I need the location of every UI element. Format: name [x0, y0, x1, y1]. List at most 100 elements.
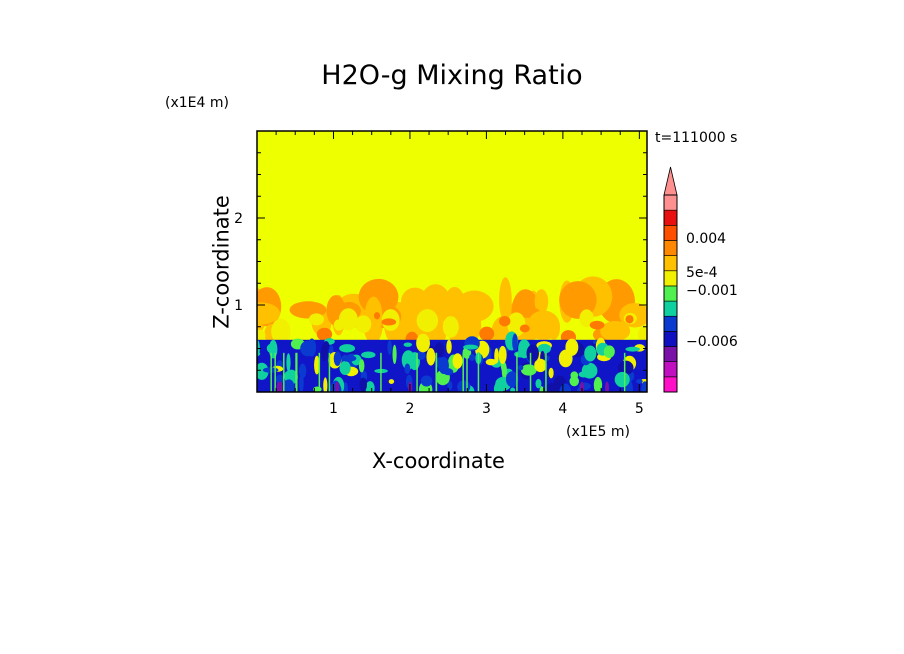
- eddy: [283, 379, 295, 392]
- plume-gap: [338, 308, 358, 331]
- colorbar-segment: [663, 376, 678, 393]
- eddy: [333, 351, 342, 367]
- eddy: [340, 355, 357, 362]
- eddy: [537, 343, 551, 354]
- eddy: [416, 333, 430, 353]
- colorbar-segment: [663, 194, 678, 211]
- axis-ticks: 1 2 3 4 5 1 2: [234, 131, 647, 417]
- dry-core: [580, 381, 585, 392]
- plume: [499, 277, 512, 323]
- eddy: [593, 376, 603, 392]
- eddy: [286, 353, 291, 372]
- plume-core: [316, 327, 333, 341]
- colorbar: 0.004 5e-4 −0.001 −0.006: [663, 166, 738, 393]
- eddy: [614, 371, 630, 388]
- updraft-streak: [466, 352, 468, 392]
- plume-core: [519, 324, 530, 333]
- x-axis-label: X-coordinate: [372, 449, 505, 473]
- updraft-streak: [545, 352, 547, 392]
- eddy: [517, 364, 524, 371]
- colorbar-label: −0.001: [686, 283, 738, 299]
- colorbar-segment: [663, 209, 678, 226]
- colorbar-segment: [663, 315, 678, 332]
- eddy: [505, 371, 519, 388]
- plume: [527, 310, 560, 340]
- colorbar-segment: [663, 255, 678, 272]
- y-tick-label: 2: [234, 211, 243, 227]
- eddy: [636, 379, 643, 384]
- updraft-streak: [274, 352, 276, 392]
- eddy: [299, 373, 304, 392]
- plume-gap: [442, 316, 459, 338]
- colorbar-label: 0.004: [686, 231, 726, 247]
- plume-gap: [579, 309, 594, 328]
- plume: [534, 289, 549, 314]
- eddy: [403, 342, 413, 347]
- eddy: [359, 377, 368, 392]
- plume: [600, 320, 631, 342]
- eddy: [257, 351, 261, 356]
- plume-core: [499, 316, 511, 327]
- eddy: [426, 348, 436, 366]
- eddy: [494, 348, 499, 364]
- updraft-streak: [416, 352, 418, 392]
- eddy: [526, 344, 539, 363]
- contour-field: [257, 131, 647, 392]
- colorbar-frame: [663, 194, 678, 393]
- updraft-streak: [270, 352, 272, 392]
- time-label: t=111000 s: [655, 130, 738, 146]
- updraft-streak: [529, 352, 532, 392]
- eddy: [510, 387, 516, 392]
- colorbar-segment: [663, 285, 678, 302]
- colorbar-segment: [663, 361, 678, 378]
- eddy: [257, 362, 269, 380]
- colorbar-label: −0.006: [686, 334, 738, 350]
- plume-gap: [271, 318, 291, 345]
- eddy: [420, 375, 433, 387]
- eddy: [284, 371, 292, 382]
- x-tick-label: 1: [329, 401, 338, 417]
- colorbar-segment: [663, 240, 678, 256]
- y-tick-label: 1: [234, 298, 243, 314]
- x-scale-label: (x1E5 m): [566, 424, 630, 440]
- eddy: [625, 346, 640, 352]
- eddy: [520, 364, 537, 376]
- eddy: [339, 344, 356, 353]
- eddy: [452, 353, 463, 369]
- plume-core: [381, 318, 397, 326]
- dry-core: [278, 381, 283, 392]
- eddy: [392, 344, 397, 365]
- eddy: [512, 333, 518, 352]
- eddy: [469, 354, 476, 361]
- updraft-streak: [477, 352, 480, 392]
- colorbar-segment: [663, 300, 678, 317]
- eddy: [404, 363, 411, 374]
- chart-title: H2O-g Mixing Ratio: [321, 60, 583, 91]
- region-lower: [257, 331, 647, 392]
- plume-gap: [355, 315, 372, 334]
- plume-gap: [416, 309, 439, 332]
- x-tick-label: 4: [558, 401, 567, 417]
- x-tick-label: 3: [482, 401, 491, 417]
- colorbar-segment: [663, 331, 678, 347]
- colorbar-label: 5e-4: [686, 265, 718, 281]
- eddy: [342, 382, 348, 392]
- updraft-streak: [283, 352, 285, 392]
- eddy: [581, 362, 598, 379]
- updraft-streak: [623, 352, 626, 392]
- eddy: [387, 340, 392, 355]
- plume: [257, 302, 280, 325]
- eddy: [416, 350, 426, 360]
- updraft-streak: [435, 352, 438, 392]
- updraft-streak: [380, 352, 382, 392]
- eddy: [548, 367, 554, 379]
- eddy: [534, 358, 547, 373]
- eddy: [463, 344, 479, 350]
- x-tick-label: 5: [635, 401, 644, 417]
- updraft-streak: [328, 352, 331, 392]
- plume-gap: [257, 329, 266, 342]
- eddy: [603, 345, 615, 358]
- plume-gap: [308, 313, 325, 326]
- plume-gap: [637, 326, 647, 342]
